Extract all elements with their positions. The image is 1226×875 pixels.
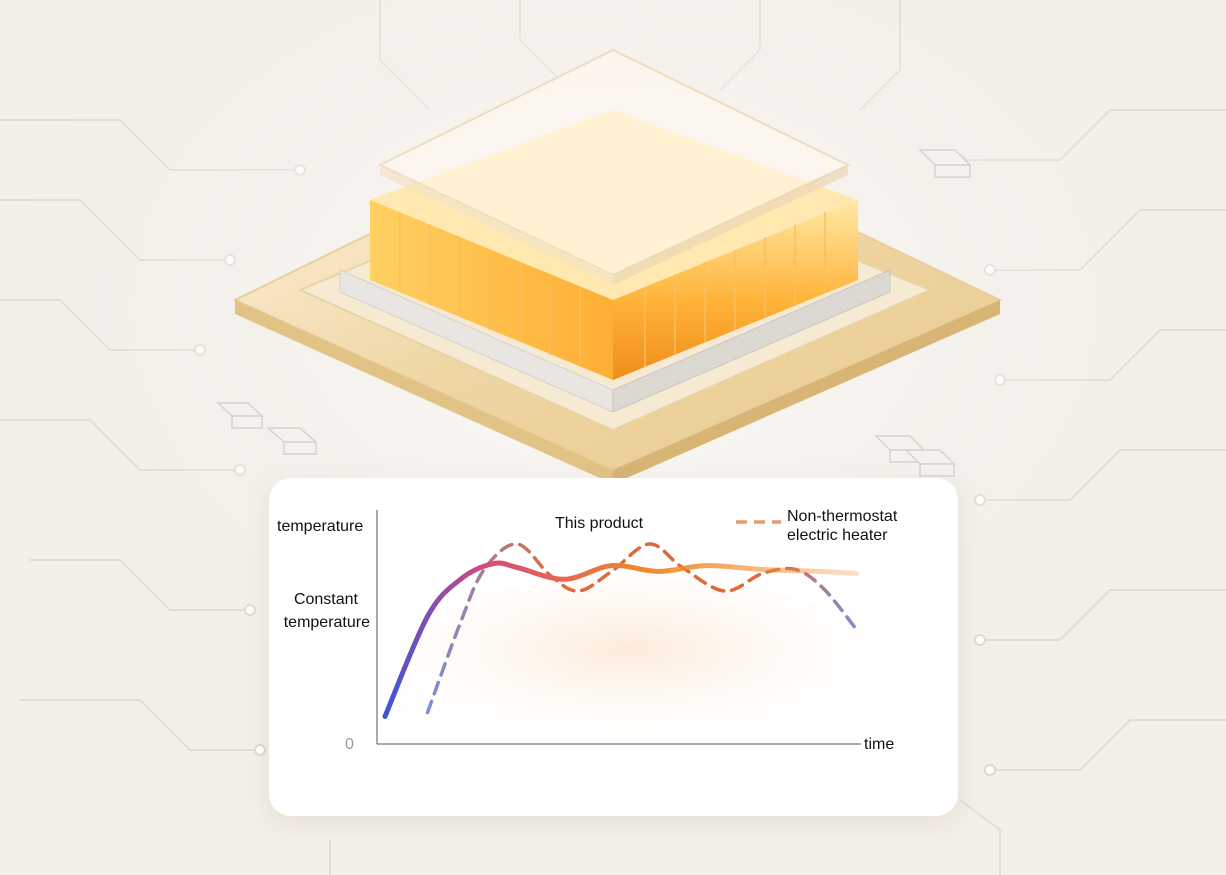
temperature-chart: [369, 510, 889, 758]
legend-label-this-product: This product: [555, 515, 644, 532]
y-tick-constant-line1: Constant: [293, 591, 358, 608]
legend-label-heater-line1: Non-thermostat: [787, 508, 898, 525]
y-tick-constant-line2: temperature: [283, 614, 370, 631]
legend-label-heater-line2: electric heater: [787, 527, 888, 544]
y-axis-label: temperature: [277, 518, 364, 535]
y-tick-zero: 0: [345, 736, 354, 753]
warm-glow-area: [369, 578, 889, 758]
x-axis-label: time: [864, 736, 895, 753]
heating-chip-icon: [216, 48, 1003, 484]
series-line-this-product: [382, 560, 860, 719]
